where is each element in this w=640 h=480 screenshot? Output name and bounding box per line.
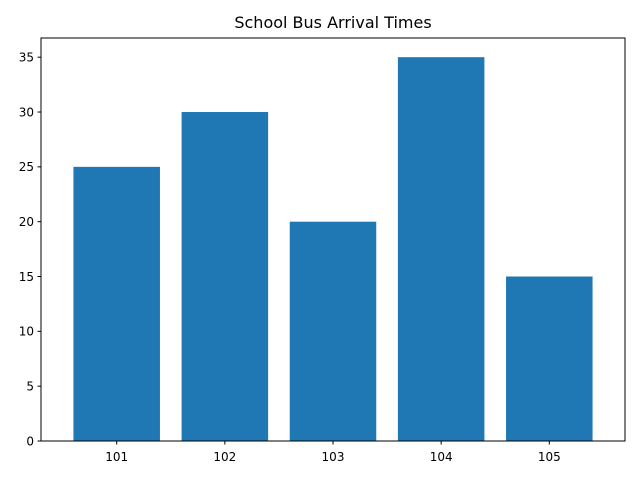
x-tick-label: 104 xyxy=(430,450,453,464)
y-tick-label: 20 xyxy=(19,215,34,229)
x-tick-label: 105 xyxy=(538,450,561,464)
bar-105 xyxy=(506,276,593,441)
y-tick-label: 35 xyxy=(19,50,34,64)
y-tick-label: 25 xyxy=(19,160,34,174)
bars-layer xyxy=(73,57,593,442)
bar-101 xyxy=(73,166,160,441)
bar-104 xyxy=(397,57,485,441)
x-tick-label: 103 xyxy=(322,450,345,464)
bar-103 xyxy=(289,221,377,441)
axes-layer: 0 5 10 15 20 25 30 35 101 102 103 104 105 xyxy=(19,37,626,464)
y-tick-label: 15 xyxy=(19,270,34,284)
bar-102 xyxy=(181,112,269,442)
y-tick-label: 5 xyxy=(26,379,34,393)
y-tick-label: 0 xyxy=(26,434,34,448)
chart-title: School Bus Arrival Times xyxy=(234,13,431,32)
y-tick-label: 10 xyxy=(19,325,34,339)
y-tick-label: 30 xyxy=(19,105,34,119)
x-tick-label: 101 xyxy=(105,450,128,464)
x-tick-label: 102 xyxy=(213,450,236,464)
